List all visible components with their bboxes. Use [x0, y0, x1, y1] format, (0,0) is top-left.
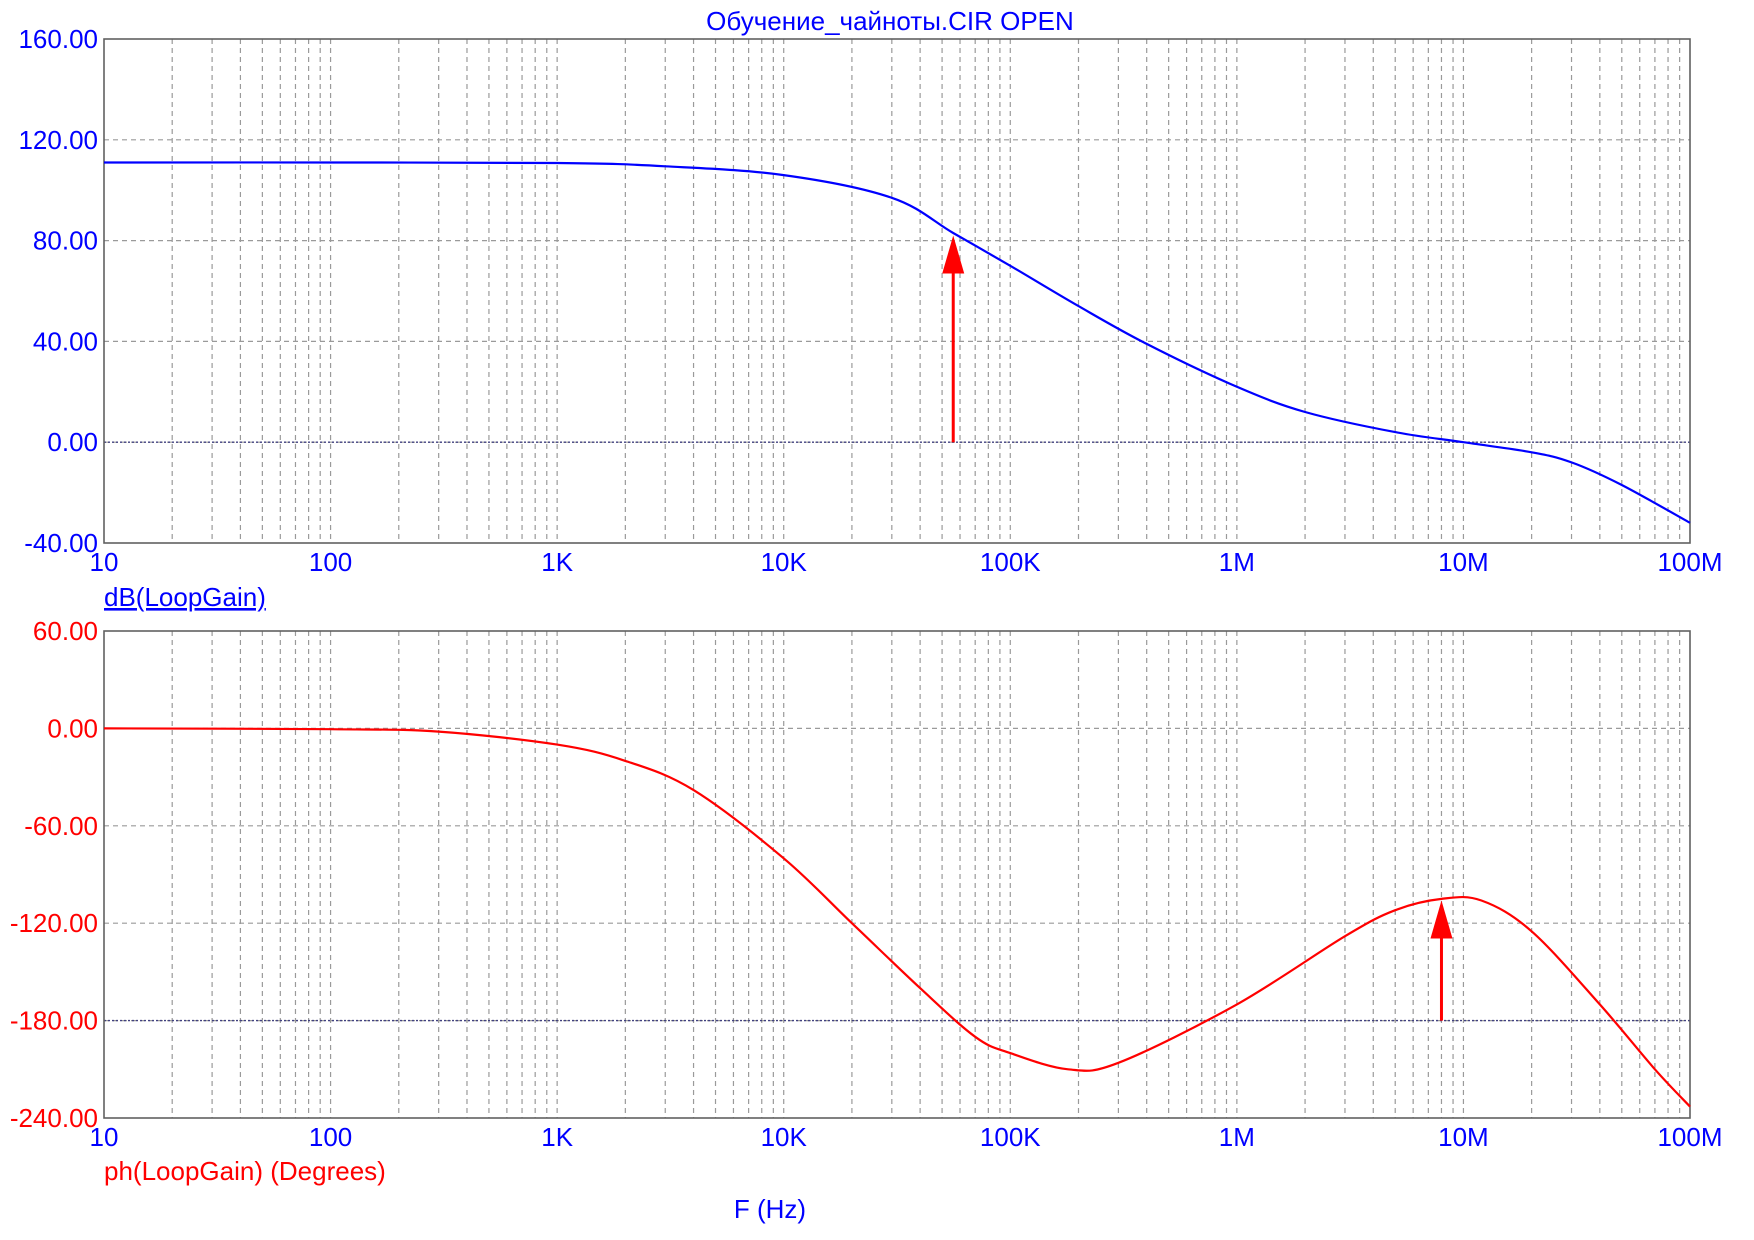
x-tick-label: 100M [1657, 547, 1722, 577]
plot-frame [103, 38, 1691, 544]
series-line-magnitude [103, 161, 1691, 524]
x-tick-label: 10K [761, 547, 808, 577]
chart-title: Обучение_чайноты.CIR OPEN [706, 6, 1074, 36]
y-tick-label: 0.00 [47, 713, 98, 743]
y-tick-label: -240.00 [10, 1103, 98, 1133]
y-tick-label: 80.00 [33, 226, 98, 256]
marker-arrow-head [1430, 900, 1453, 939]
x-tick-label: 10M [1438, 1122, 1489, 1152]
y-tick-label: 60.00 [33, 616, 98, 646]
y-tick-label: -60.00 [24, 811, 98, 841]
y-tick-label: 0.00 [47, 427, 98, 457]
x-tick-label: 10 [90, 1122, 119, 1152]
y-tick-label: 120.00 [18, 125, 98, 155]
x-axis-label: F (Hz) [734, 1194, 806, 1224]
x-tick-label: 100 [309, 1122, 352, 1152]
x-tick-label: 10K [761, 1122, 808, 1152]
series-label: dB(LoopGain) [104, 582, 266, 612]
x-tick-label: 100 [309, 547, 352, 577]
x-tick-label: 100K [980, 1122, 1041, 1152]
x-tick-label: 10 [90, 547, 119, 577]
x-tick-label: 100K [980, 547, 1041, 577]
y-tick-label: -180.00 [10, 1006, 98, 1036]
marker-arrow-head [942, 235, 965, 274]
x-tick-label: 1K [541, 1122, 573, 1152]
plot-frame [103, 630, 1691, 1119]
x-tick-label: 1K [541, 547, 573, 577]
series-label: ph(LoopGain) (Degrees) [104, 1156, 386, 1186]
x-tick-label: 100M [1657, 1122, 1722, 1152]
x-tick-label: 10M [1438, 547, 1489, 577]
y-tick-label: 40.00 [33, 326, 98, 356]
y-tick-label: -120.00 [10, 908, 98, 938]
series-line-phase [103, 727, 1691, 1108]
y-tick-label: 160.00 [18, 24, 98, 54]
x-tick-label: 1M [1219, 1122, 1255, 1152]
y-tick-label: -40.00 [24, 528, 98, 558]
x-tick-label: 1M [1219, 547, 1255, 577]
